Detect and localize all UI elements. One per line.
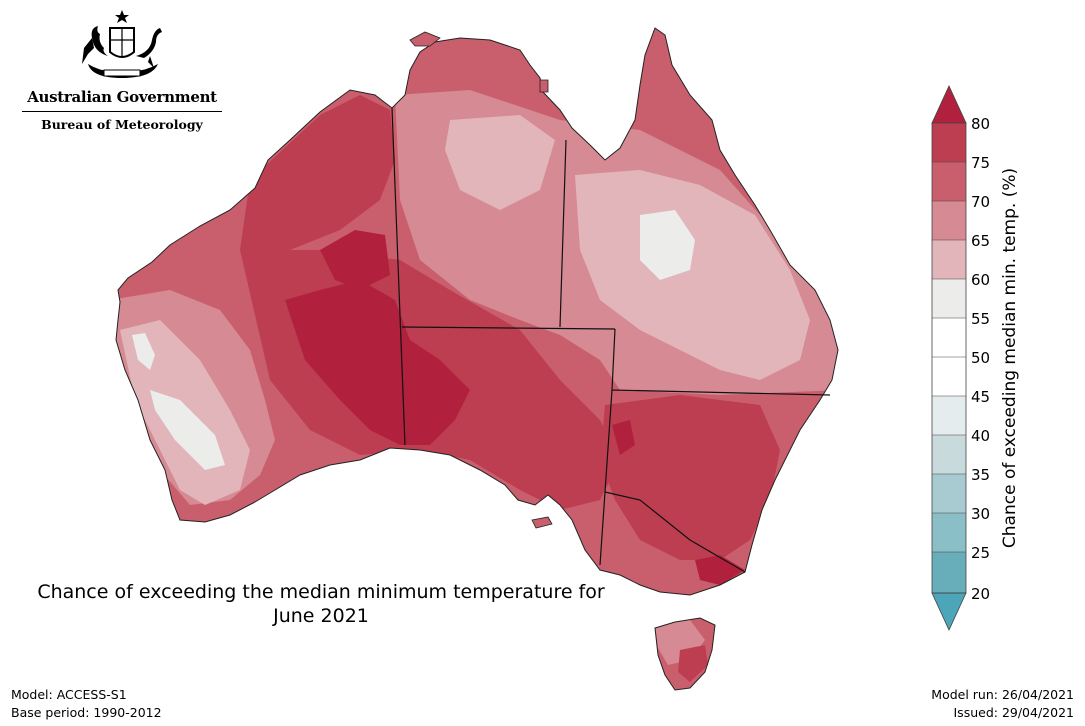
map-title-line2: June 2021 <box>273 605 369 627</box>
border-nsw-vic <box>604 491 746 573</box>
map-title-line1: Chance of exceeding the median minimum t… <box>37 581 605 603</box>
colorbar-tick-60: 60 <box>971 271 990 289</box>
tasmania-coastline <box>654 617 716 691</box>
border-sa-nsw-vic <box>599 389 613 566</box>
island-groote <box>539 79 549 93</box>
colorbar-segment-75-70 <box>932 162 966 201</box>
colorbar-frame <box>931 122 967 594</box>
zone-80-up-north <box>320 230 390 290</box>
islands <box>409 31 553 529</box>
colorbar: 80 75 70 65 60 55 50 45 40 35 30 25 20 C… <box>931 85 1020 631</box>
zone-75-80-southeast <box>600 395 780 560</box>
colorbar-segment-30-25 <box>932 513 966 552</box>
tasmania <box>654 617 716 691</box>
coat-of-arms-icon <box>82 10 162 78</box>
colorbar-tick-45: 45 <box>971 388 990 406</box>
model-run-date: Model run: 26/04/2021 <box>931 687 1074 702</box>
zone-80-up-nsw <box>612 420 635 455</box>
colorbar-segment-40-35 <box>932 435 966 474</box>
government-name: Australian Government <box>22 88 222 112</box>
colorbar-tick-50: 50 <box>971 349 990 367</box>
colorbar-segment-70-65 <box>932 201 966 240</box>
government-logo: Australian Government Bureau of Meteorol… <box>22 8 222 132</box>
zone-55-60-coast <box>132 333 155 370</box>
colorbar-bottom-arrow <box>931 592 967 631</box>
colorbar-tick-55: 55 <box>971 310 990 328</box>
colorbar-segment-50-45 <box>932 357 966 396</box>
colorbar-tick-80: 80 <box>971 115 990 133</box>
zone-60-65-queensland <box>575 170 810 380</box>
footer-model-info: Model: ACCESS-S1 Base period: 1990-2012 <box>11 686 162 722</box>
colorbar-tick-35: 35 <box>971 466 990 484</box>
zone-60-65-nt <box>445 115 555 210</box>
colorbar-separators <box>932 161 966 553</box>
zone-75-80-north <box>240 95 395 250</box>
base-period: Base period: 1990-2012 <box>11 705 162 720</box>
border-nt-qld <box>559 139 567 328</box>
colorbar-ticks: 80 75 70 65 60 55 50 45 40 35 30 25 20 <box>971 115 990 603</box>
mainland-coastline <box>115 27 839 596</box>
colorbar-segment-80-75 <box>932 123 966 162</box>
colorbar-tick-40: 40 <box>971 427 990 445</box>
zone-55-60-qld <box>640 210 695 280</box>
issued-date: Issued: 29/04/2021 <box>953 705 1075 720</box>
colorbar-tick-65: 65 <box>971 232 990 250</box>
island-kangaroo <box>531 516 553 529</box>
colorbar-label: Chance of exceeding median min. temp. (%… <box>1000 168 1020 548</box>
colorbar-tick-75: 75 <box>971 154 990 172</box>
colorbar-segment-25-20 <box>932 552 966 593</box>
tas-zone-75-80 <box>678 645 708 682</box>
colorbar-tick-30: 30 <box>971 505 990 523</box>
colorbar-tick-25: 25 <box>971 544 990 562</box>
agency-name: Bureau of Meteorology <box>41 117 203 132</box>
map-title: Chance of exceeding the median minimum t… <box>0 580 642 628</box>
zone-80-up-central <box>285 280 470 445</box>
colorbar-segment-35-30 <box>932 474 966 513</box>
border-wa <box>391 107 406 446</box>
colorbar-segment-60-55 <box>932 279 966 318</box>
colorbar-segment-55-50 <box>932 318 966 357</box>
colorbar-top-arrow <box>931 85 967 124</box>
colorbar-segment-65-60 <box>932 240 966 279</box>
zone-55-60-wa <box>150 390 225 470</box>
model-name: Model: ACCESS-S1 <box>11 687 127 702</box>
zone-80-up-se <box>695 555 745 585</box>
footer-run-info: Model run: 26/04/2021 Issued: 29/04/2021 <box>931 686 1074 722</box>
island-melville <box>409 31 441 47</box>
colorbar-tick-70: 70 <box>971 193 990 211</box>
state-borders <box>391 107 831 573</box>
colorbar-segment-45-40 <box>932 396 966 435</box>
colorbar-tick-20: 20 <box>971 585 990 603</box>
border-nt-sa <box>401 326 616 330</box>
